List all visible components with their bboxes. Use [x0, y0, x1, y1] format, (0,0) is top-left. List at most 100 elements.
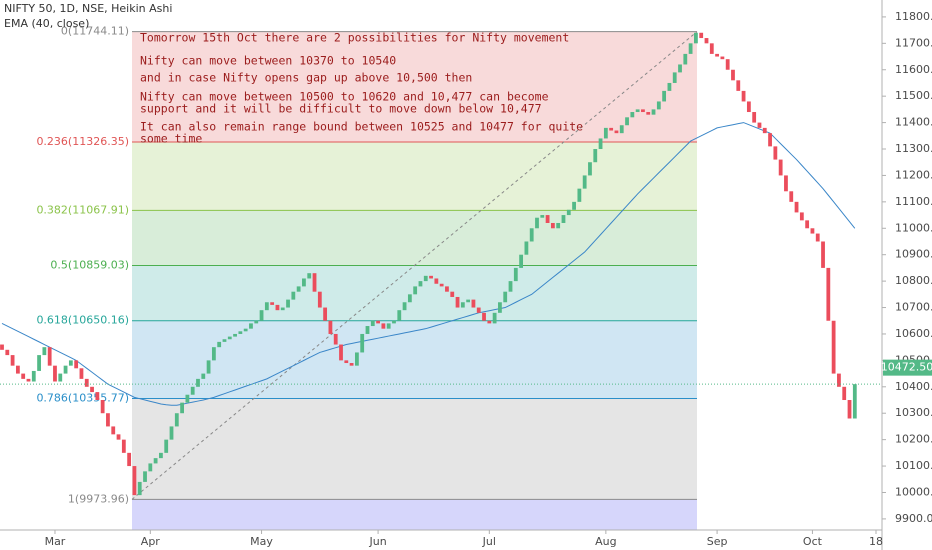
candle: [635, 109, 640, 113]
candle: [222, 339, 227, 342]
candle: [630, 112, 635, 118]
candle: [259, 310, 264, 321]
candle: [121, 439, 126, 453]
candle: [360, 333, 365, 353]
chart-title: NIFTY 50, 1D, NSE, Heikin Ashi: [4, 2, 172, 15]
candle: [826, 267, 831, 321]
candle: [413, 286, 418, 295]
candle: [376, 320, 380, 324]
candle: [312, 273, 317, 292]
x-tick-label: Jun: [368, 535, 386, 548]
candle: [254, 320, 259, 324]
candle: [159, 452, 163, 459]
x-tick-label: 18: [869, 535, 883, 548]
candle: [286, 299, 290, 308]
candle: [545, 215, 550, 223]
candle: [100, 400, 105, 414]
candle: [482, 312, 486, 321]
candle: [715, 53, 719, 57]
fib-level-label: 1(9973.96): [68, 492, 129, 505]
candle: [746, 101, 751, 113]
candle: [185, 394, 190, 403]
candle: [206, 360, 211, 374]
candle: [757, 122, 762, 128]
candle: [349, 363, 354, 366]
candle: [773, 146, 778, 160]
candle: [79, 368, 84, 379]
candle: [498, 302, 502, 313]
fib-level-label: 0(11744.11): [61, 25, 129, 38]
x-tick-label: Sep: [707, 535, 728, 548]
candle: [132, 466, 137, 496]
annotation: Nifty can move between 10370 to 10540: [140, 54, 396, 68]
y-tick-label: 11100.00: [895, 195, 932, 208]
candle: [847, 400, 852, 419]
indicator-label: EMA (40, close): [4, 17, 89, 30]
candle: [53, 365, 57, 382]
candle: [127, 452, 132, 467]
candle: [720, 56, 725, 60]
x-tick-label: May: [250, 535, 273, 548]
candle: [307, 273, 312, 279]
candle: [683, 53, 688, 65]
candle: [365, 326, 370, 334]
candle: [476, 307, 481, 313]
candle: [196, 378, 200, 387]
candle: [116, 434, 121, 440]
candle: [837, 373, 841, 387]
candle: [323, 307, 328, 321]
candle: [852, 384, 857, 419]
candle: [21, 373, 26, 379]
candle: [725, 59, 730, 70]
candle: [625, 117, 629, 126]
candle: [407, 294, 412, 303]
fib-zone: [132, 499, 697, 530]
candle: [593, 149, 598, 163]
fib-zone: [132, 210, 697, 266]
candle: [233, 333, 237, 337]
candle: [619, 125, 624, 134]
candle: [704, 38, 709, 44]
candle: [678, 64, 682, 73]
candle: [317, 291, 322, 308]
candle: [556, 222, 561, 229]
candle: [169, 426, 174, 440]
candle: [709, 43, 714, 54]
candle: [588, 162, 592, 176]
y-tick-label: 11200.00: [895, 168, 932, 181]
candle: [466, 299, 471, 303]
candle: [153, 458, 158, 464]
candle: [63, 365, 68, 374]
candle: [291, 291, 296, 300]
candle: [143, 471, 147, 482]
candle: [688, 43, 693, 54]
candle: [10, 355, 15, 366]
candle: [508, 281, 513, 292]
candle: [84, 378, 89, 387]
annotation: and in case Nifty opens gap up above 10,…: [140, 71, 472, 85]
candle: [455, 296, 460, 308]
fib-level-label: 0.786(10355.77): [36, 391, 129, 404]
candle: [513, 267, 518, 282]
candle: [540, 215, 545, 218]
y-tick-label: 11400.00: [895, 116, 932, 129]
candle: [762, 127, 767, 134]
y-tick-label: 10600.00: [895, 327, 932, 340]
y-tick-label: 10300.00: [895, 406, 932, 419]
candle: [381, 323, 386, 329]
candle: [190, 386, 195, 395]
y-tick-label: 10400.00: [895, 380, 932, 393]
candle: [243, 328, 248, 332]
candle: [211, 347, 216, 361]
candle: [529, 228, 534, 242]
candle: [810, 228, 815, 234]
candle: [201, 373, 206, 379]
candle: [566, 209, 571, 216]
candle: [799, 212, 804, 221]
candle: [58, 373, 63, 382]
candle: [339, 344, 343, 361]
candle: [768, 133, 772, 147]
candle: [805, 220, 810, 229]
y-tick-label: 10900.00: [895, 248, 932, 261]
